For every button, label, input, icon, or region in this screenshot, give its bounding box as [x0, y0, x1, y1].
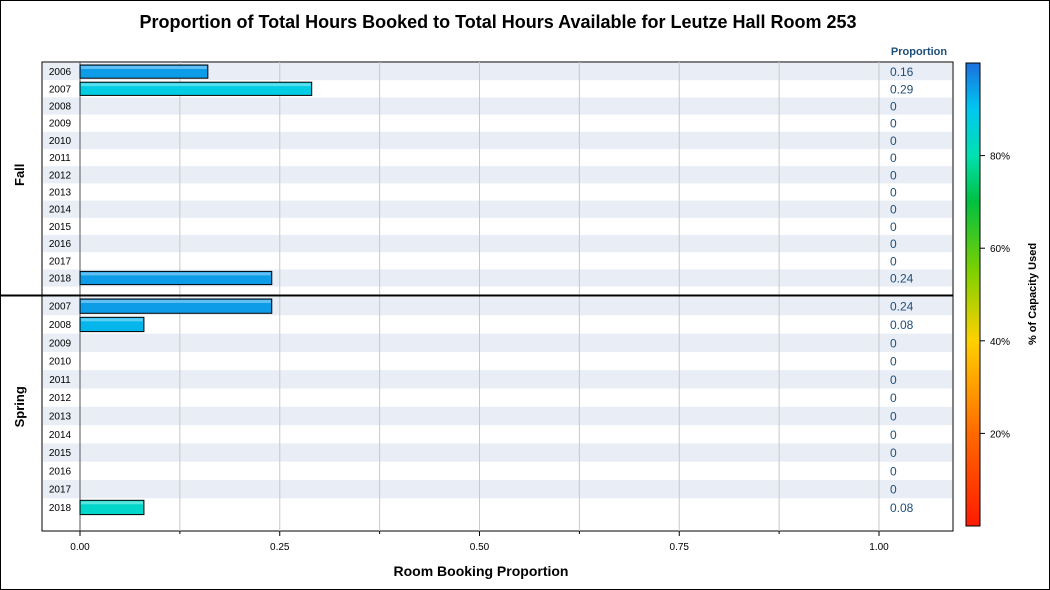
value-column-header: Proportion [891, 46, 947, 58]
value-label: 0 [890, 391, 897, 405]
x-axis-title: Room Booking Proportion [394, 563, 569, 579]
value-label: 0 [890, 483, 897, 497]
value-label: 0.08 [890, 318, 914, 332]
category-label: 2008 [49, 320, 72, 331]
bar-highlight [81, 83, 311, 87]
legend-tick-label: 60% [990, 244, 1010, 255]
category-label: 2017 [49, 485, 72, 496]
row-band [43, 333, 952, 352]
value-label: 0 [890, 428, 897, 442]
x-tick-label: 0.75 [670, 542, 690, 553]
chart-title: Proportion of Total Hours Booked to Tota… [139, 12, 856, 32]
row-band [43, 97, 952, 115]
category-label: 2009 [49, 338, 72, 349]
value-label: 0 [890, 254, 897, 268]
row-band [43, 131, 952, 149]
panel-label-spring: Spring [12, 386, 27, 427]
category-label: 2013 [49, 188, 72, 199]
color-legend: 20% 40% 60% 80% % of Capacity Used [965, 62, 1039, 527]
row-band [43, 200, 952, 218]
x-tick-label: 0.00 [70, 542, 90, 553]
panel-fall: Fall 2006 0.16 2007 0.29 2008 0 2009 0 2010 0 2011 0… [12, 64, 914, 286]
category-label: 2006 [49, 67, 72, 78]
panel-spring: Spring 2007 0.24 2008 0.08 2009 0 2010 0 2011 0 201… [12, 298, 914, 516]
color-legend-bar [965, 62, 981, 527]
legend-tick-label: 80% [990, 152, 1010, 163]
category-label: 2018 [49, 503, 72, 514]
category-label: 2014 [49, 430, 72, 441]
value-label: 0 [890, 373, 897, 387]
bar-highlight [81, 272, 271, 276]
bar [79, 298, 273, 314]
value-label: 0 [890, 237, 897, 251]
category-label: 2010 [49, 136, 72, 147]
value-label: 0 [890, 134, 897, 148]
bar-highlight [81, 300, 271, 303]
row-band [43, 370, 952, 389]
value-label: 0 [890, 355, 897, 369]
value-label: 0 [890, 168, 897, 182]
value-label: 0 [890, 336, 897, 350]
bar [79, 499, 145, 516]
value-label: 0 [890, 446, 897, 460]
row-band [43, 63, 952, 81]
value-label: 0 [890, 203, 897, 217]
category-label: 2008 [49, 102, 72, 113]
bar [79, 316, 145, 333]
row-band [43, 406, 952, 426]
bar-highlight [81, 66, 207, 69]
bar-highlight [81, 318, 143, 322]
value-label: 0.08 [890, 501, 914, 515]
value-label: 0.29 [890, 82, 914, 96]
category-label: 2007 [49, 302, 72, 313]
panel-label-fall: Fall [12, 164, 27, 186]
category-label: 2016 [49, 466, 72, 477]
category-label: 2010 [49, 357, 72, 368]
category-label: 2009 [49, 119, 72, 130]
row-band [43, 443, 952, 462]
value-label: 0 [890, 220, 897, 234]
category-label: 2012 [49, 393, 72, 404]
category-label: 2017 [49, 256, 72, 267]
row-band [43, 166, 952, 184]
category-label: 2007 [49, 84, 72, 95]
legend-tick-label: 20% [990, 429, 1010, 440]
category-label: 2013 [49, 411, 72, 422]
category-label: 2011 [49, 375, 71, 386]
category-label: 2018 [49, 274, 72, 285]
row-band [43, 480, 952, 499]
value-label: 0.16 [890, 65, 914, 79]
value-label: 0 [890, 151, 897, 165]
value-label: 0.24 [890, 300, 914, 314]
x-axis: 0.00 0.25 0.50 0.75 1.00 [70, 531, 889, 553]
value-label: 0 [890, 100, 897, 114]
plot-area: Fall 2006 0.16 2007 0.29 2008 0 2009 0 2010 0 2011 0… [0, 61, 954, 532]
legend-tick-label: 40% [990, 337, 1010, 348]
category-label: 2014 [49, 205, 72, 216]
x-tick-label: 0.25 [270, 542, 290, 553]
category-label: 2012 [49, 170, 72, 181]
x-tick-label: 1.00 [869, 542, 889, 553]
x-tick-label: 0.50 [470, 542, 490, 553]
category-label: 2016 [49, 239, 72, 250]
value-label: 0 [890, 117, 897, 131]
bar-highlight [81, 501, 143, 505]
value-label: 0 [890, 464, 897, 478]
value-label: 0 [890, 186, 897, 200]
color-legend-title: % of Capacity Used [1027, 243, 1039, 345]
bar [79, 64, 209, 79]
bar [79, 270, 273, 286]
value-label: 0.24 [890, 272, 914, 286]
value-label: 0 [890, 409, 897, 423]
category-label: 2015 [49, 448, 72, 459]
color-legend-ticks: 20% 40% 60% 80% [980, 152, 1010, 440]
row-band [43, 235, 952, 253]
category-label: 2015 [49, 222, 72, 233]
category-label: 2011 [49, 153, 71, 164]
bar [79, 81, 313, 96]
